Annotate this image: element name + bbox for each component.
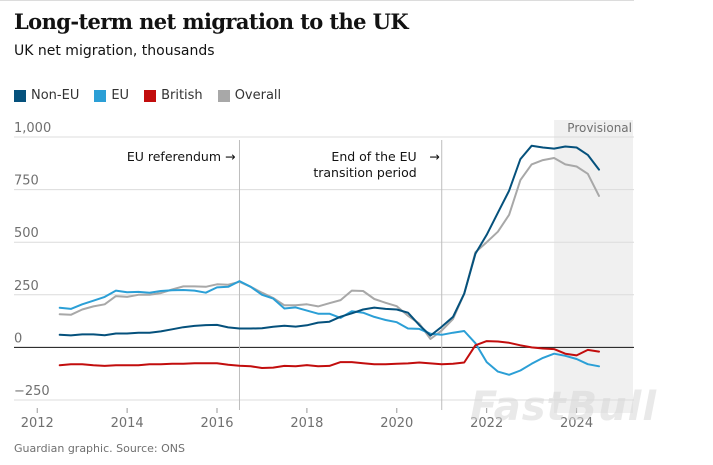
y-tick-label: 250 [14, 279, 39, 294]
chart-subtitle: UK net migration, thousands [14, 43, 215, 59]
fastbull-watermark: FastBull [470, 384, 658, 430]
chart-title: Long-term net migration to the UK [14, 9, 409, 34]
x-tick-label: 2020 [380, 416, 413, 431]
provisional-band [554, 120, 633, 413]
y-tick-label: 750 [14, 174, 39, 189]
legend-label-overall: Overall [234, 88, 282, 103]
series-line-non-eu [58, 144, 600, 337]
legend-item-eu: EU [94, 88, 129, 103]
series-line-overall [58, 157, 600, 340]
y-tick-label: 0 [14, 331, 22, 346]
legend-item-overall: Overall [217, 88, 282, 103]
legend-swatch-overall [217, 89, 230, 102]
top-rule [0, 0, 634, 1]
legend-label-eu: EU [111, 88, 130, 103]
x-tick-label: 2012 [21, 416, 54, 431]
legend-item-non-eu: Non-EU [14, 88, 79, 103]
x-tick-label: 2024 [560, 416, 593, 431]
legend-label-non-eu: Non-EU [31, 88, 80, 103]
series-line-british [58, 340, 600, 369]
provisional-label: Provisional [567, 121, 632, 135]
transition-annotation-line1: End of the EU [331, 149, 416, 164]
y-tick-label: 500 [14, 226, 39, 241]
y-tick-label: −250 [14, 384, 50, 399]
transition-annotation-line2: transition period [313, 165, 416, 180]
source-note: Guardian graphic. Source: ONS [14, 442, 185, 455]
x-tick-label: 2022 [470, 416, 503, 431]
legend-swatch-british [144, 89, 157, 102]
legend-swatch-non-eu [14, 89, 26, 102]
legend-swatch-eu [94, 89, 107, 102]
x-tick-label: 2014 [111, 416, 144, 431]
legend-item-british: British [144, 88, 203, 103]
y-tick-label: 1,000 [14, 121, 51, 136]
series-line-eu [58, 280, 600, 376]
legend-label-british: British [161, 88, 203, 103]
transition-arrow: → [429, 149, 439, 164]
x-tick-label: 2016 [200, 416, 233, 431]
x-tick-label: 2018 [290, 416, 323, 431]
referendum-annotation: EU referendum → [127, 149, 236, 164]
legend: Non-EU EU British Overall [14, 88, 281, 103]
